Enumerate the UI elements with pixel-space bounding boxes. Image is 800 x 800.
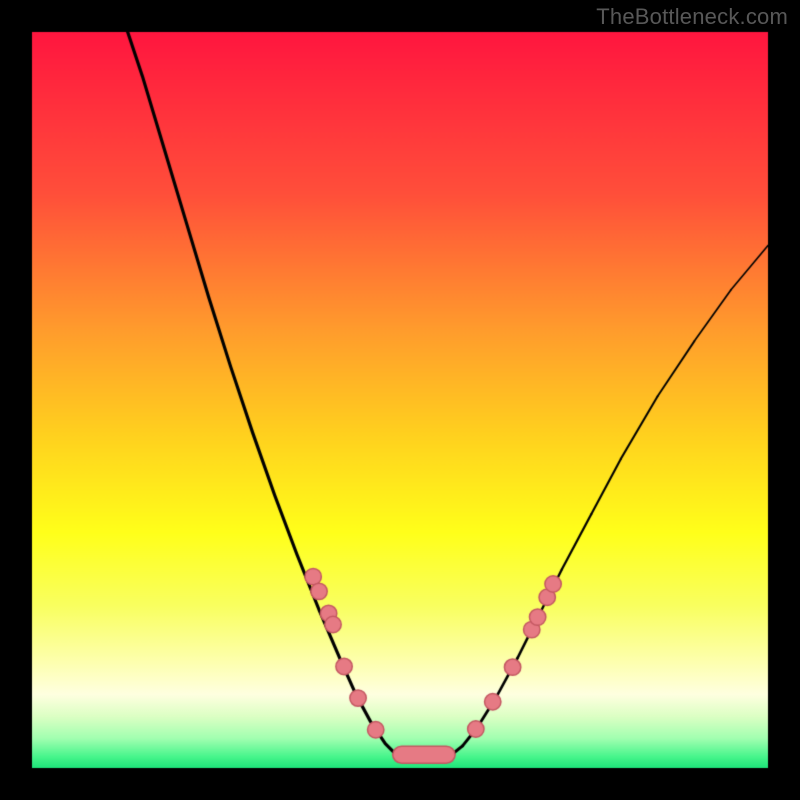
- chart-container: TheBottleneck.com: [0, 0, 800, 800]
- bottleneck-chart-canvas: [0, 0, 800, 800]
- watermark-text: TheBottleneck.com: [596, 4, 788, 30]
